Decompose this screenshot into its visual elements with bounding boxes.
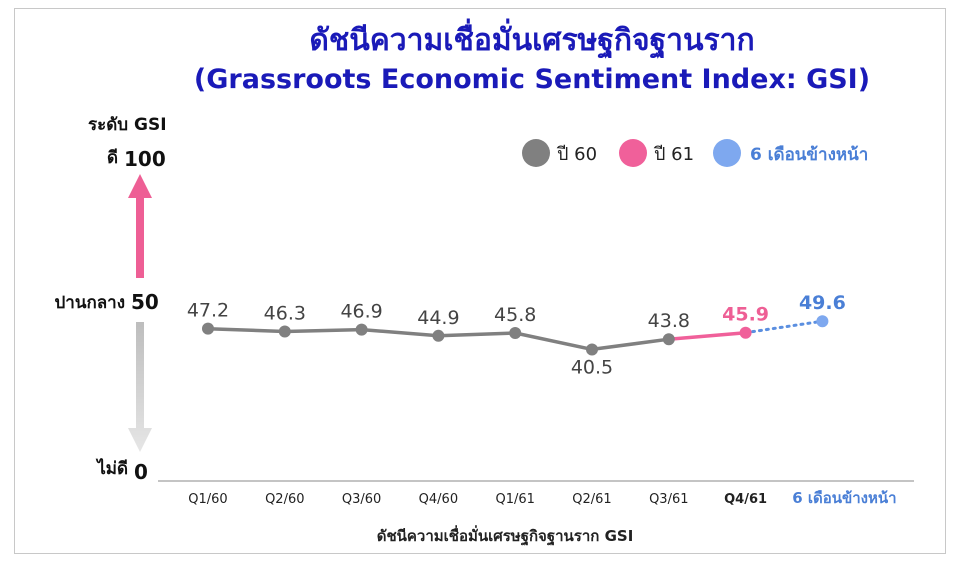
data-label-4: 45.8	[494, 304, 536, 326]
up-arrow-good	[128, 174, 152, 278]
data-label-8: 49.6	[799, 292, 846, 314]
x-tick-label-3: Q4/60	[419, 492, 458, 507]
data-point-0	[202, 322, 214, 335]
legend-label-forecast: 6 เดือนข้างหน้า	[750, 144, 868, 165]
series-line-2	[744, 319, 824, 335]
y-marker-word-medium: ปานกลาง	[54, 293, 125, 313]
chart-frame	[14, 8, 946, 554]
data-label-6: 43.8	[648, 310, 690, 332]
down-arrow-bad	[128, 322, 152, 452]
y-marker-word-bad: ไม่ดี	[95, 458, 128, 479]
x-tick-label-8: 6 เดือนข้างหน้า	[792, 489, 896, 507]
data-point-8	[816, 315, 829, 328]
legend-marker-forecast	[713, 139, 741, 167]
chart-title: ดัชนีความเชื่อมั่นเศรษฐกิจฐานราก	[309, 18, 754, 60]
x-tick-label-5: Q2/61	[572, 492, 611, 507]
data-point-4	[509, 327, 522, 340]
data-label-5: 40.5	[571, 356, 613, 378]
x-tick-label-1: Q2/60	[265, 492, 304, 507]
data-point-1	[278, 325, 291, 338]
data-label-0: 47.2	[187, 300, 229, 322]
data-label-7: 45.9	[722, 304, 769, 326]
data-point-3	[432, 329, 445, 342]
legend-label-60: ปี 60	[557, 144, 597, 165]
chart-subtitle: (Grassroots Economic Sentiment Index: GS…	[194, 64, 870, 95]
data-label-1: 46.3	[264, 302, 306, 324]
y-marker-value-0: 0	[134, 460, 148, 484]
legend-marker-60	[522, 139, 550, 167]
data-label-3: 44.9	[417, 307, 459, 329]
x-axis-label: ดัชนีความเชื่อมั่นเศรษฐกิจฐานราก GSI	[377, 525, 634, 546]
data-label-2: 46.9	[340, 301, 382, 323]
series-line-1	[667, 330, 748, 341]
data-point-6	[662, 333, 675, 346]
y-marker-word-good: ดี	[107, 147, 118, 168]
y-marker-value-100: 100	[124, 147, 166, 171]
data-point-7	[739, 326, 752, 339]
x-tick-label-2: Q3/60	[342, 492, 381, 507]
legend-marker-61	[619, 139, 647, 167]
data-point-2	[355, 323, 368, 336]
y-marker-value-50: 50	[131, 290, 159, 314]
x-tick-label-4: Q1/61	[495, 492, 534, 507]
x-tick-label-6: Q3/61	[649, 492, 688, 507]
legend-label-61: ปี 61	[654, 144, 694, 165]
x-tick-label-7: Q4/61	[724, 492, 767, 507]
y-axis-label: ระดับ GSI	[88, 115, 167, 135]
x-tick-label-0: Q1/60	[188, 492, 227, 507]
legend: ปี 60 ปี 61 6 เดือนข้างหน้า	[522, 139, 868, 167]
data-point-5	[586, 343, 598, 356]
